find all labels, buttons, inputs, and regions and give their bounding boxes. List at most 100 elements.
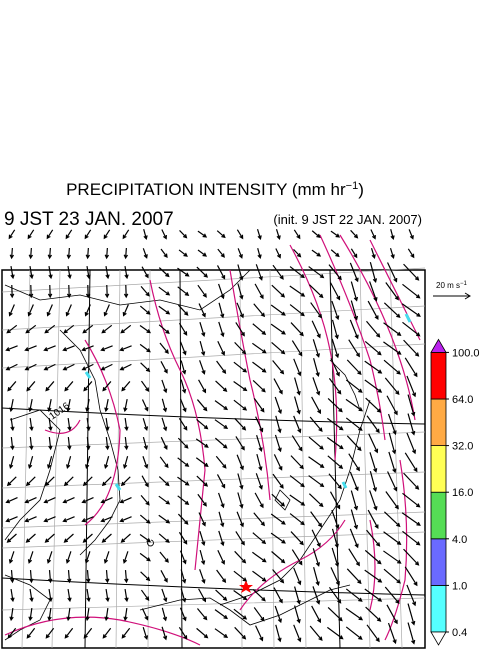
wind-arrow: [233, 590, 248, 601]
colorbar-segment: [430, 398, 447, 446]
wind-arrow: [25, 324, 37, 334]
wind-arrow: [289, 304, 305, 317]
wind-arrow: [24, 345, 37, 352]
wind-arrow: [364, 569, 383, 583]
wind-arrow: [365, 606, 382, 622]
wind-arrow: [65, 229, 73, 240]
wind-arrow: [216, 230, 226, 239]
wind-arrow: [274, 605, 282, 624]
wind-arrow: [103, 229, 111, 240]
wind-arrow: [271, 342, 286, 355]
wind-arrow: [67, 417, 72, 432]
wind-arrow: [63, 476, 74, 487]
wind-arrow: [177, 267, 190, 277]
wind-arrow: [407, 248, 415, 259]
wind-arrow: [199, 322, 206, 337]
colorbar-under: [430, 631, 447, 646]
wind-arrow: [350, 490, 359, 511]
wind-arrow: [270, 304, 286, 316]
wind-arrow: [104, 398, 109, 413]
wind-arrow: [44, 324, 56, 334]
wind-arrow: [142, 436, 148, 451]
wind-arrow: [197, 230, 208, 238]
wind-arrow: [5, 516, 18, 523]
wind-arrow: [272, 569, 285, 584]
wind-arrow: [383, 341, 402, 355]
wind-arrow: [237, 264, 244, 281]
wind-arrow: [370, 229, 376, 240]
wind-arrow: [408, 229, 414, 240]
wind-arrow: [385, 282, 399, 301]
wind-arrow: [66, 398, 71, 413]
wind-arrow: [234, 341, 247, 355]
wind-arrow: [29, 569, 34, 584]
wind-arrow: [214, 628, 229, 639]
wind-arrow: [406, 432, 417, 455]
wind-arrow: [369, 281, 378, 302]
wind-arrow: [349, 528, 359, 549]
wind-arrow: [402, 283, 421, 299]
wind-arrow: [102, 381, 112, 392]
wind-arrow: [313, 358, 320, 378]
wind-arrow: [328, 264, 342, 281]
wind-arrow: [217, 341, 225, 356]
wind-scale: 20 m s−1: [436, 281, 468, 290]
wind-arrow: [139, 343, 151, 353]
wind-arrow: [158, 267, 170, 278]
wind-arrow: [293, 248, 302, 258]
wind-arrow: [140, 494, 150, 506]
wind-arrow: [406, 584, 417, 607]
wind-arrow: [215, 380, 228, 392]
wind-arrow: [383, 302, 401, 319]
colorbar-label: 64.0: [452, 394, 473, 406]
wind-arrow: [256, 435, 263, 452]
wind-arrow: [330, 230, 341, 238]
wind-arrow: [275, 248, 281, 259]
wind-arrow: [26, 627, 36, 639]
wind-arrow: [272, 473, 284, 489]
wind-arrow: [329, 491, 341, 510]
wind-arrow: [8, 229, 16, 240]
wind-arrow: [47, 284, 53, 299]
wind-arrow: [348, 453, 360, 472]
wind-arrow: [62, 497, 75, 504]
wind-arrow: [273, 587, 283, 604]
wind-arrow: [9, 284, 15, 299]
wind-arrow: [84, 551, 91, 564]
wind-arrow: [215, 589, 228, 601]
wind-arrow: [390, 229, 395, 241]
wind-arrow: [256, 229, 262, 240]
wind-arrow: [5, 363, 18, 371]
wind-arrow: [387, 622, 397, 645]
wind-arrow: [66, 607, 71, 622]
wind-arrow: [402, 530, 421, 546]
wind-arrow: [27, 551, 34, 564]
wind-arrow: [402, 492, 421, 508]
wind-arrow: [350, 509, 359, 530]
wind-arrow: [85, 398, 90, 413]
wind-arrow: [25, 476, 36, 487]
wind-arrow: [214, 419, 229, 430]
wind-arrow: [312, 339, 320, 358]
wind-scale-text: 20 m s: [436, 281, 460, 290]
wind-arrow: [233, 570, 248, 582]
wind-arrow: [140, 380, 150, 392]
wind-arrow: [369, 471, 378, 493]
wind-arrow: [161, 379, 168, 394]
wind-arrow: [124, 417, 129, 432]
wind-arrow: [105, 265, 110, 280]
wind-arrow: [345, 417, 363, 431]
wind-arrow: [120, 324, 132, 334]
wind-arrow: [289, 475, 305, 488]
wind-arrow: [47, 247, 53, 260]
wind-arrow: [312, 586, 321, 605]
wind-arrow: [345, 398, 364, 412]
wind-arrow: [85, 284, 91, 299]
wind-arrow: [9, 456, 15, 469]
wind-arrow: [66, 284, 72, 299]
wind-arrow: [255, 416, 264, 433]
wind-arrow: [123, 456, 129, 469]
wind-arrow: [43, 363, 56, 371]
colorbar-over: [430, 338, 447, 353]
wind-arrow: [124, 588, 129, 603]
